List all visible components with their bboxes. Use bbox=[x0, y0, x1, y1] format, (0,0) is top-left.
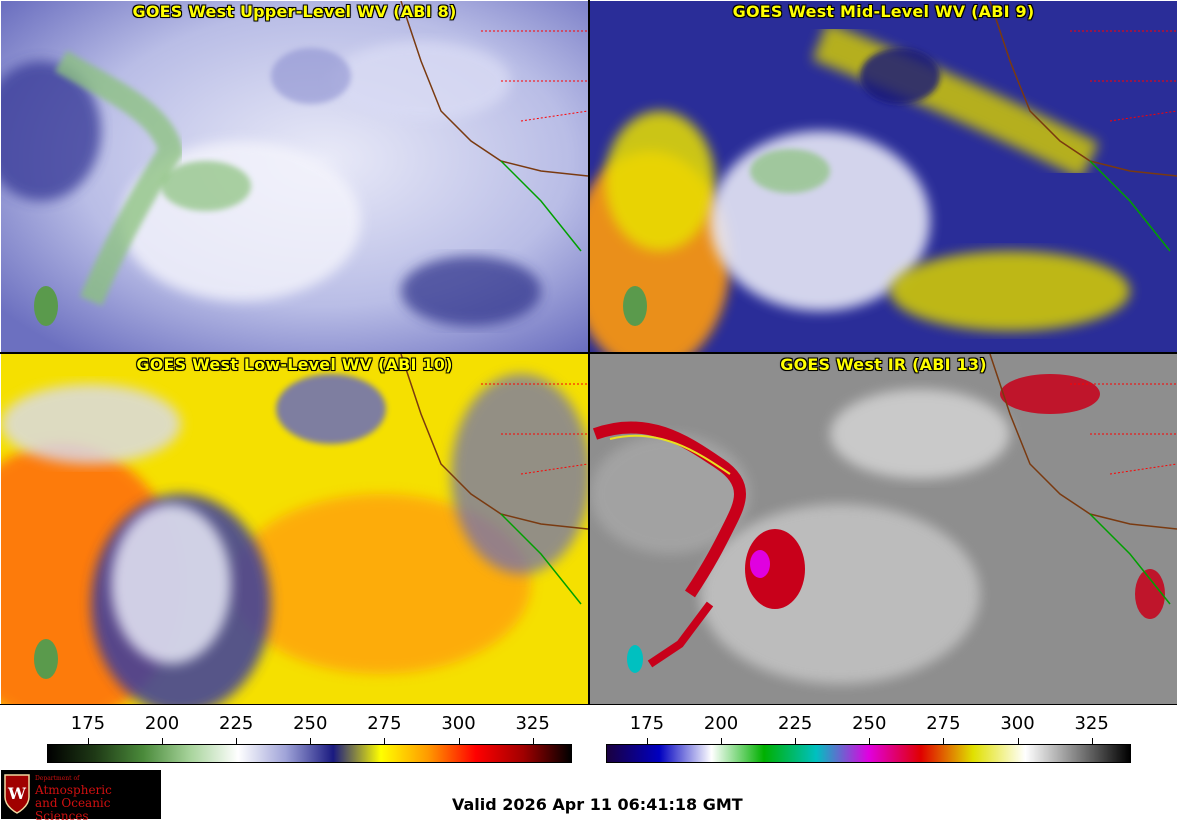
logo-line-1: Department of bbox=[35, 775, 80, 782]
colorbar-tick-mark bbox=[646, 738, 648, 744]
colorbar-tick-mark bbox=[1017, 738, 1019, 744]
ir-colorbar-gradient bbox=[606, 744, 1131, 763]
colorbar-tick-label: 200 bbox=[144, 713, 180, 734]
upper-level-wv-image bbox=[1, 1, 588, 352]
colorbar-tick-mark bbox=[943, 738, 945, 744]
colorbar-tick-mark bbox=[384, 738, 386, 744]
colorbar-tick-mark bbox=[721, 738, 723, 744]
colorbar-tick-label: 300 bbox=[441, 713, 476, 734]
ir-panel: GOES West IR (ABI 13) bbox=[590, 354, 1177, 705]
colorbar-tick-label: 250 bbox=[293, 713, 328, 734]
logo-line-3: and Oceanic Sciences bbox=[35, 796, 111, 823]
colorbar-tick-label: 275 bbox=[367, 713, 402, 734]
low-level-wv-image bbox=[1, 354, 588, 705]
uw-crest-icon: W bbox=[4, 774, 30, 814]
colorbar-tick-label: 300 bbox=[1000, 713, 1035, 734]
colorbar-tick-mark bbox=[458, 738, 460, 744]
upper-level-wv-panel: GOES West Upper-Level WV (ABI 8) bbox=[1, 1, 588, 352]
colorbar-tick-label: 275 bbox=[926, 713, 961, 734]
ir-colorbar: 175 200 225 250 275 300 325 bbox=[606, 713, 1131, 765]
colorbar-tick-mark bbox=[236, 738, 238, 744]
colorbar-tick-mark bbox=[162, 738, 164, 744]
ir-image bbox=[590, 354, 1177, 705]
colorbar-tick-label: 325 bbox=[515, 713, 550, 734]
panel-title: GOES West IR (ABI 13) bbox=[780, 355, 987, 374]
colorbar-tick-mark bbox=[310, 738, 312, 744]
mid-level-wv-panel: GOES West Mid-Level WV (ABI 9) bbox=[590, 1, 1177, 352]
colorbar-tick-label: 225 bbox=[218, 713, 254, 734]
colorbar-tick-label: 250 bbox=[852, 713, 887, 734]
panel-title: GOES West Mid-Level WV (ABI 9) bbox=[732, 2, 1035, 21]
valid-time-label: Valid 2026 Apr 11 06:41:18 GMT bbox=[452, 795, 743, 814]
wv-colorbar-gradient bbox=[47, 744, 572, 763]
svg-text:W: W bbox=[7, 784, 27, 803]
colorbar-tick-label: 225 bbox=[777, 713, 813, 734]
colorbar-tick-label: 175 bbox=[70, 713, 106, 734]
colorbar-tick-label: 200 bbox=[703, 713, 739, 734]
colorbar-tick-mark bbox=[87, 738, 89, 744]
horizontal-divider bbox=[0, 352, 1177, 354]
colorbar-tick-label: 325 bbox=[1074, 713, 1109, 734]
colorbar-tick-mark bbox=[869, 738, 871, 744]
ir-colorbar-ticks: 175 200 225 250 275 300 325 bbox=[606, 713, 1131, 744]
mid-level-wv-image bbox=[590, 1, 1177, 352]
panel-title: GOES West Upper-Level WV (ABI 8) bbox=[132, 2, 457, 21]
colorbar-tick-label: 175 bbox=[629, 713, 665, 734]
wv-colorbar-ticks: 175 200 225 250 275 300 325 bbox=[47, 713, 572, 744]
low-level-wv-panel: GOES West Low-Level WV (ABI 10) bbox=[1, 354, 588, 705]
panel-title: GOES West Low-Level WV (ABI 10) bbox=[136, 355, 453, 374]
colorbar-tick-mark bbox=[1091, 738, 1093, 744]
colorbar-tick-mark bbox=[795, 738, 797, 744]
wv-colorbar: 175 200 225 250 275 300 325 bbox=[47, 713, 572, 765]
uw-aos-logo: W Department of Atmospheric and Oceanic … bbox=[1, 770, 161, 823]
logo-line-2: Atmospheric bbox=[35, 783, 112, 797]
colorbar-tick-mark bbox=[532, 738, 534, 744]
